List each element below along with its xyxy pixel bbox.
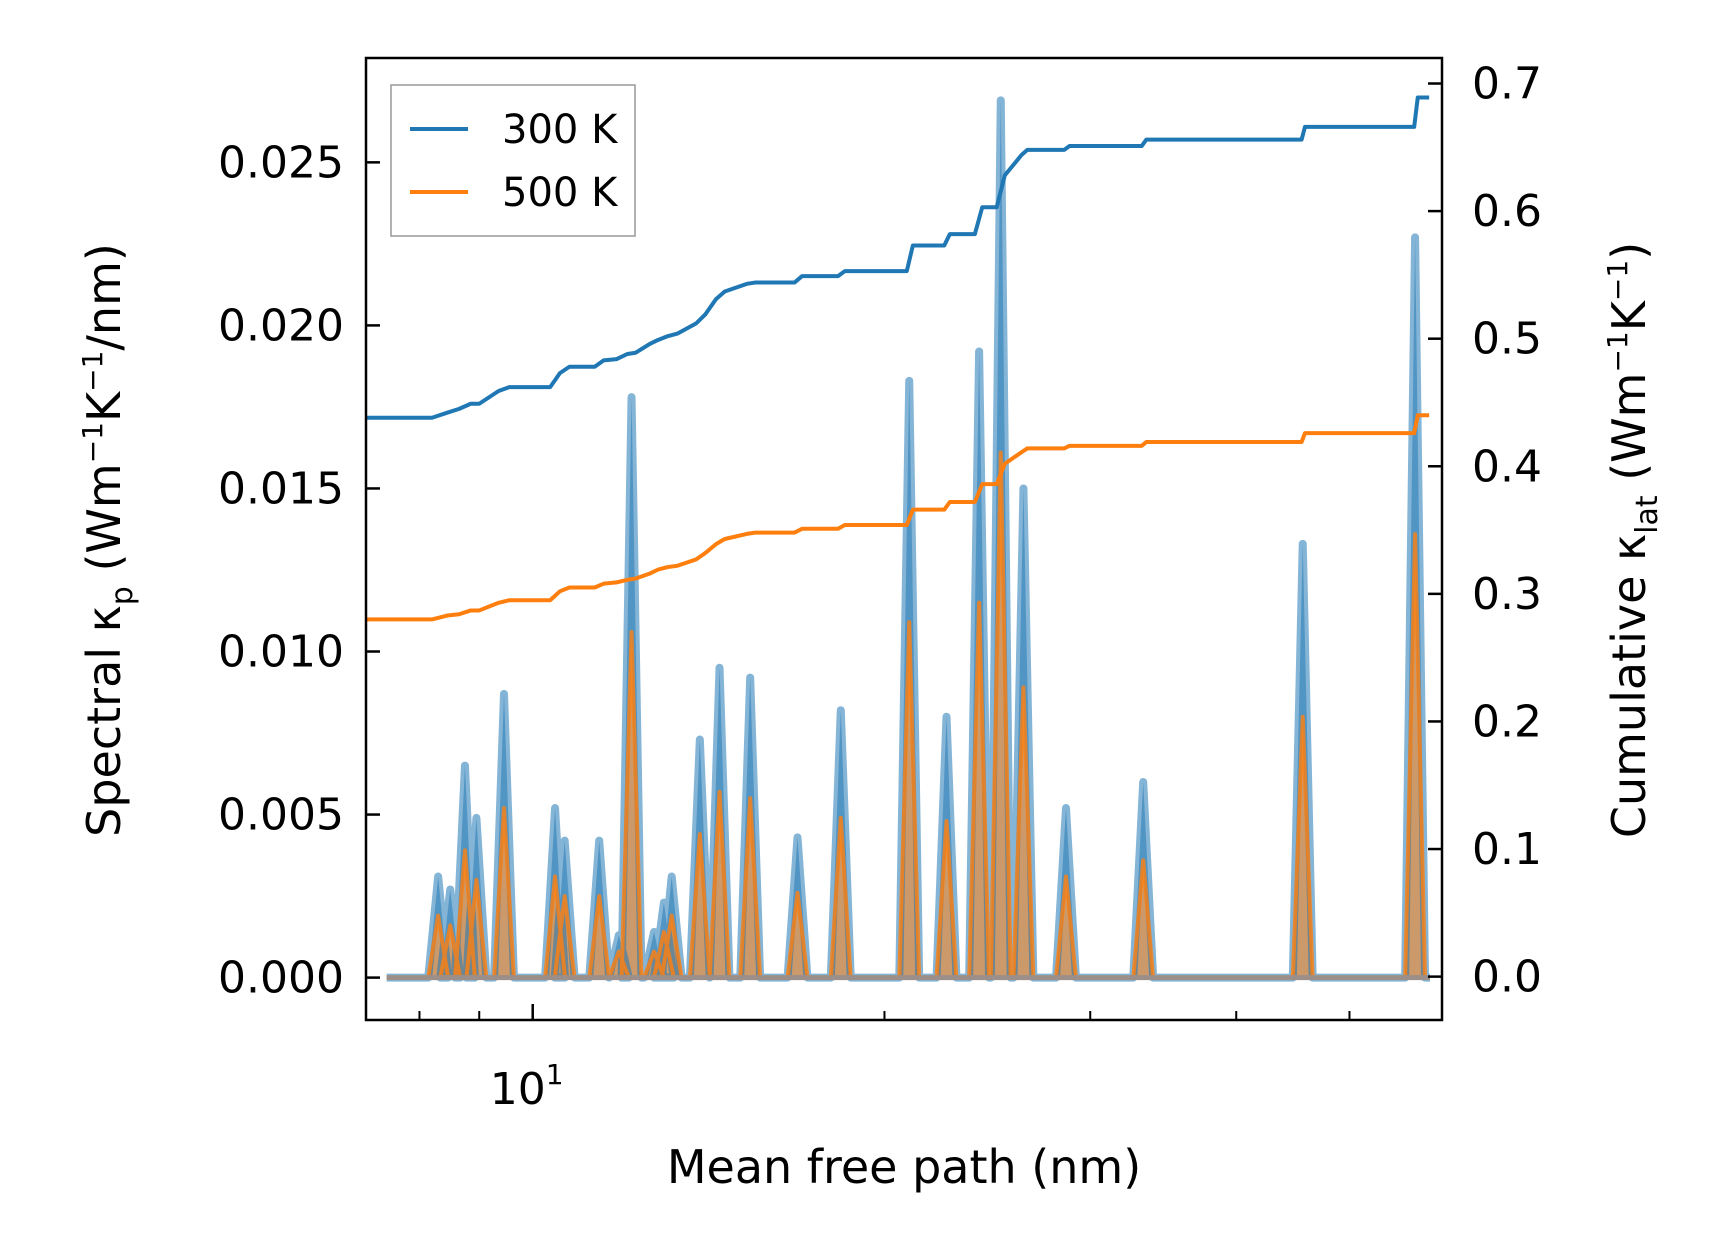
y-left-tick-label: 0.020 xyxy=(218,300,344,351)
y-axis-left-label: Spectral κp (Wm−1K−1/nm) xyxy=(76,243,140,837)
y-left-tick-label: 0.025 xyxy=(218,137,344,188)
y-right-tick-label: 0.2 xyxy=(1472,696,1542,747)
y-right-tick-label: 0.6 xyxy=(1472,186,1542,237)
y-left-tick-label: 0.015 xyxy=(218,463,344,514)
y-right-tick-label: 0.7 xyxy=(1472,59,1542,110)
spectral-line-300k xyxy=(386,96,1431,982)
axis-ticks: 0.000 0.005 0.010 0.015 0.020 0.025 0.0 0.1 0.2 0… xyxy=(218,59,1542,1115)
cumulative-line-500k xyxy=(366,413,1430,622)
y-right-tick-label: 0.0 xyxy=(1472,952,1542,1003)
y-right-tick-label: 0.5 xyxy=(1472,314,1542,365)
cumulative-line-300k xyxy=(366,95,1430,420)
spectral-line-500k xyxy=(386,450,1431,980)
y-right-tick-label: 0.4 xyxy=(1472,441,1542,492)
y-right-tick-label: 0.1 xyxy=(1472,824,1542,875)
x-tick-label: 101 xyxy=(490,1058,564,1115)
y-axis-right-label: Cumulative κlat (Wm−1K−1) xyxy=(1601,242,1665,838)
legend-box xyxy=(390,84,636,237)
legend: 300 K 500 K xyxy=(390,84,636,237)
legend-label-300k: 300 K xyxy=(502,107,619,153)
spectral-lines xyxy=(386,96,1431,982)
legend-label-500k: 500 K xyxy=(502,170,619,216)
plot-frame xyxy=(364,56,1444,1022)
y-left-tick-label: 0.010 xyxy=(218,627,344,678)
y-left-tick-label: 0.000 xyxy=(218,953,344,1004)
y-left-tick-label: 0.005 xyxy=(218,790,344,841)
y-right-tick-label: 0.3 xyxy=(1472,569,1542,620)
x-axis-label: Mean free path (nm) xyxy=(667,1140,1141,1194)
cumulative-lines xyxy=(366,95,1430,622)
